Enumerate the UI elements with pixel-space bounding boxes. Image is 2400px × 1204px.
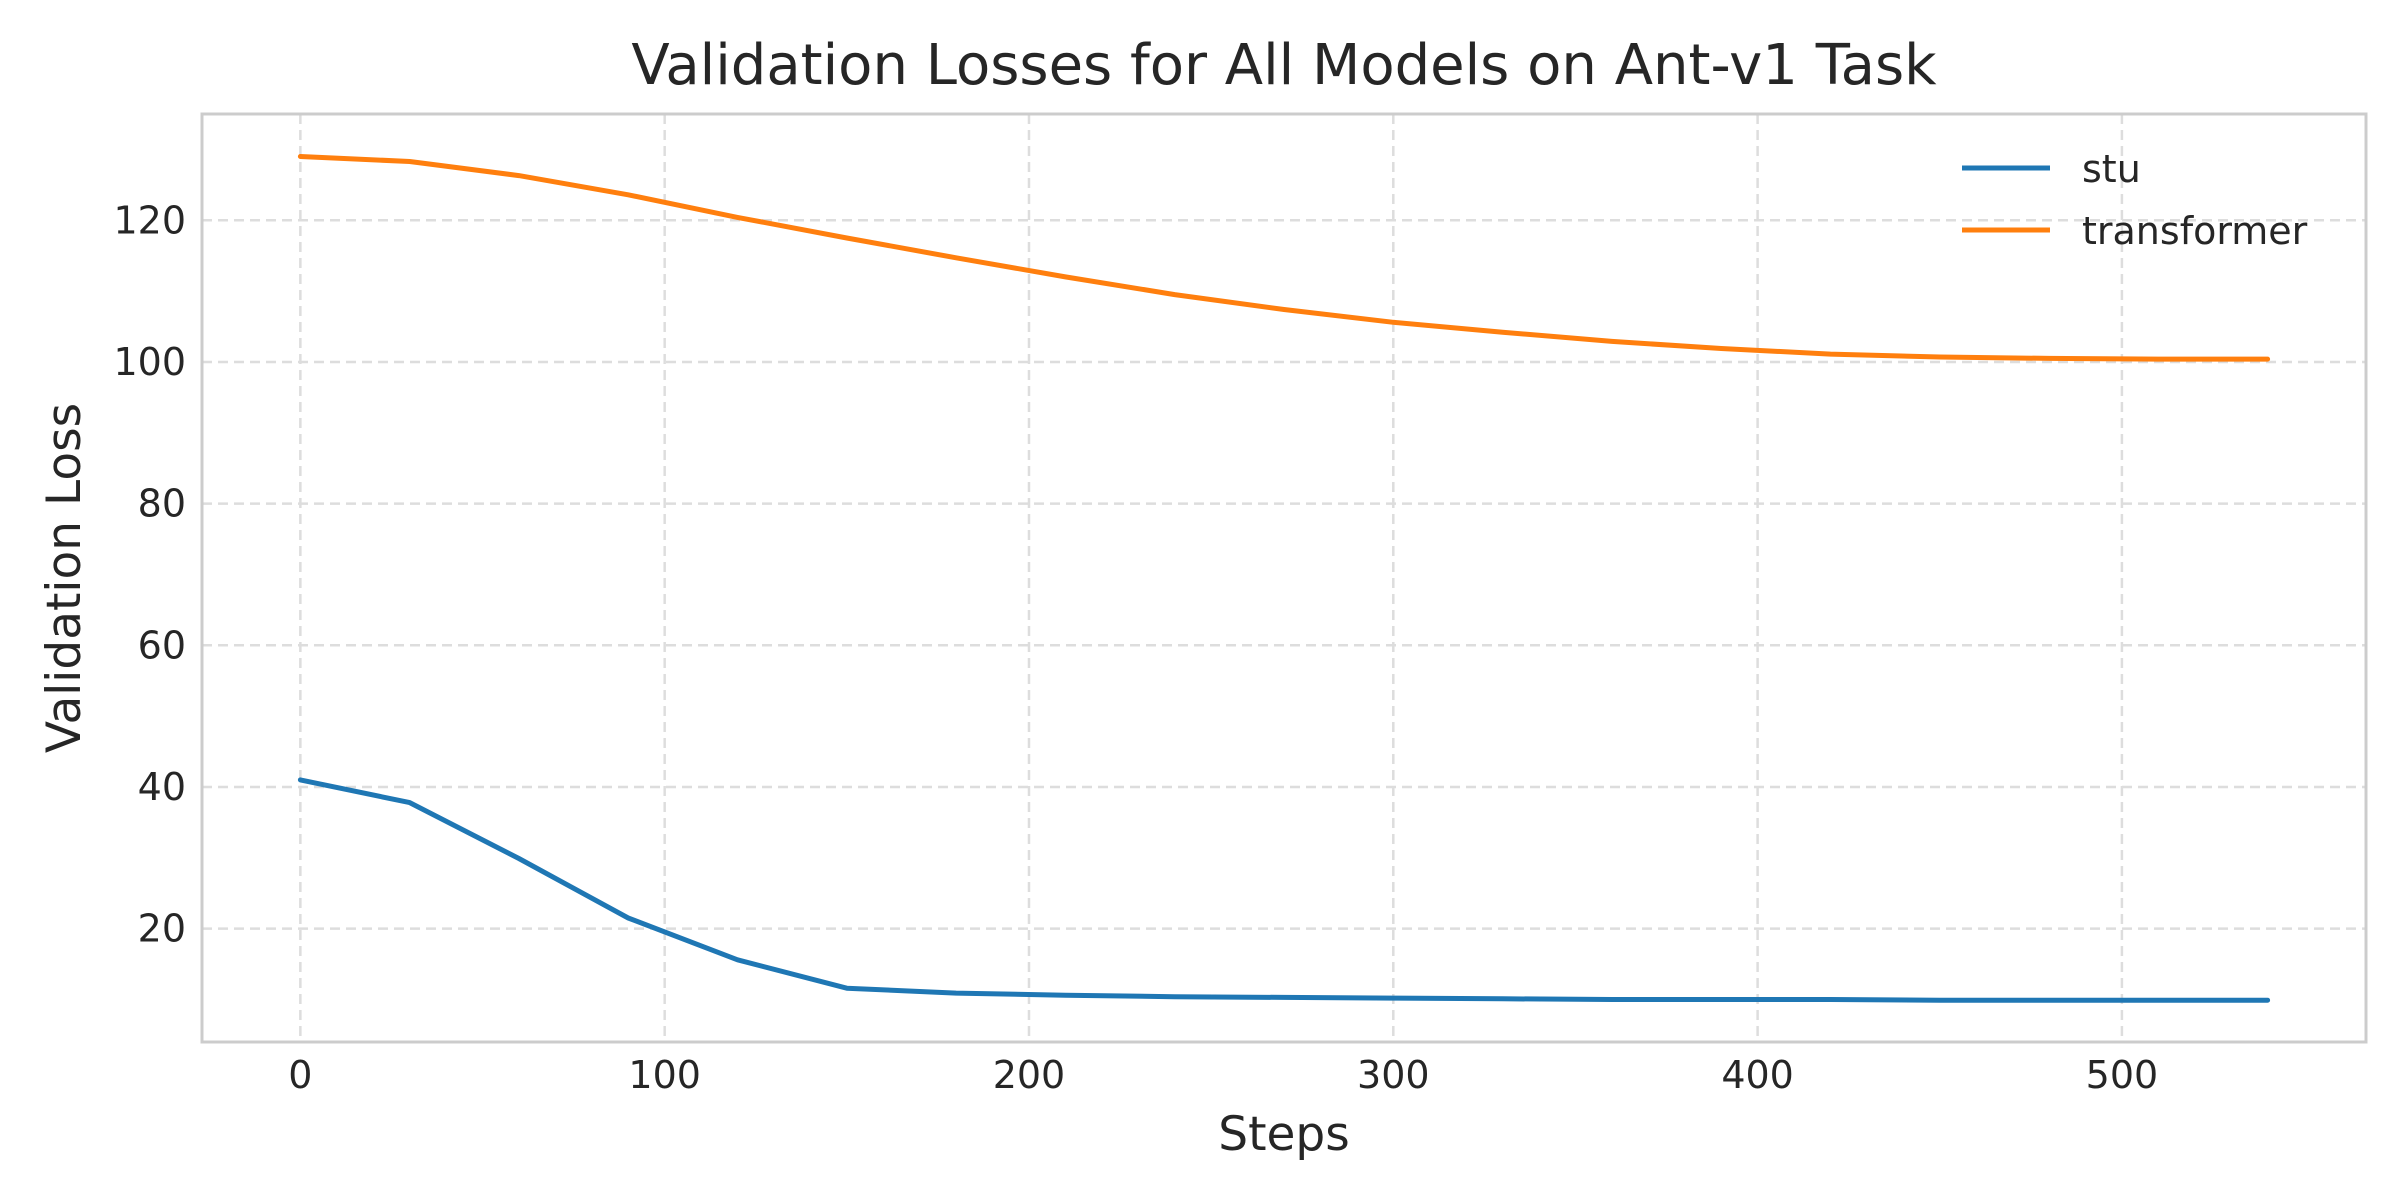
legend-label-transformer: transformer	[2082, 209, 2308, 253]
x-tick-label: 300	[1357, 1053, 1430, 1097]
grid-lines	[202, 114, 2366, 1042]
y-tick-label: 60	[138, 623, 186, 667]
tick-labels: 0 100 200 300 400 500 20 40 60 80 100 120	[113, 198, 2158, 1097]
legend: stu transformer	[1962, 147, 2308, 253]
y-tick-label: 120	[113, 198, 186, 242]
y-tick-label: 80	[138, 482, 186, 526]
x-axis-label: Steps	[1218, 1107, 1350, 1162]
y-tick-label: 100	[113, 340, 186, 384]
y-axis-label: Validation Loss	[37, 403, 92, 753]
x-tick-label: 100	[628, 1053, 701, 1097]
x-tick-label: 0	[288, 1053, 312, 1097]
plot-frame	[200, 112, 2368, 1044]
x-tick-label: 500	[2086, 1053, 2159, 1097]
y-tick-label: 20	[138, 907, 186, 951]
series-lines	[297, 154, 2271, 1003]
x-tick-label: 200	[993, 1053, 1066, 1097]
series-line-stu	[297, 777, 2271, 1003]
series-line-transformer	[297, 154, 2271, 362]
legend-label-stu: stu	[2082, 147, 2141, 191]
x-tick-label: 400	[1721, 1053, 1794, 1097]
y-tick-label: 40	[138, 765, 186, 809]
chart-title: Validation Losses for All Models on Ant-…	[631, 33, 1937, 98]
